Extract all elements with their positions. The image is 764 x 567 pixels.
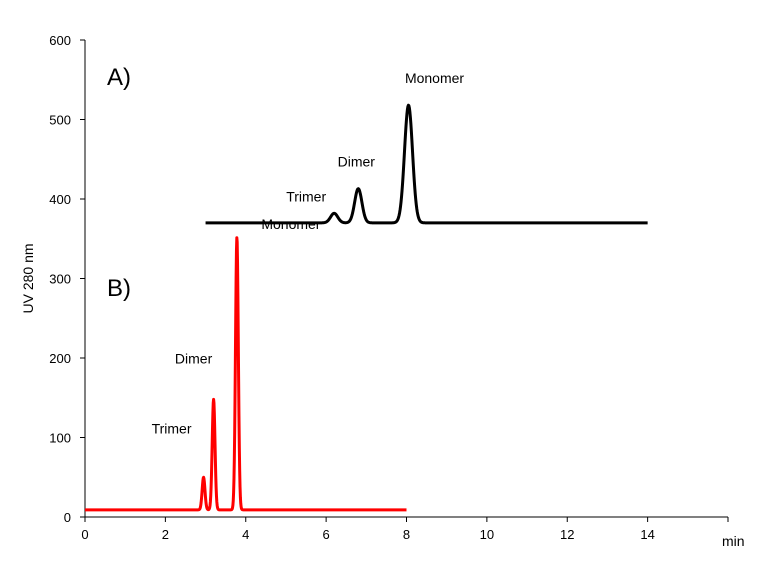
x-tick-label: 8 <box>403 527 410 542</box>
annotations: Trimer Dimer Monomer Trimer Dimer Monomer <box>152 70 465 436</box>
y-tick-label: 500 <box>49 113 71 128</box>
ticks: 0 2 4 6 8 10 12 14 0 100 200 300 400 500 600 <box>49 33 729 542</box>
panel-label-a: A) <box>107 64 131 91</box>
x-axis-title: min <box>722 533 745 549</box>
y-tick-label: 400 <box>49 192 71 207</box>
peak-label: Dimer <box>175 350 213 366</box>
peak-label: Dimer <box>338 154 376 170</box>
peak-label: Monomer <box>261 216 320 232</box>
x-tick-label: 4 <box>242 527 249 542</box>
series-layer <box>83 103 649 512</box>
series-trace-0 <box>204 103 649 225</box>
y-tick-label: 600 <box>49 33 71 48</box>
x-tick-label: 6 <box>323 527 330 542</box>
x-tick-label: 10 <box>480 527 494 542</box>
peak-label: Monomer <box>405 70 464 86</box>
series-trace-1 <box>83 236 408 512</box>
y-tick-label: 200 <box>49 351 71 366</box>
panel-label-b: B) <box>107 275 131 302</box>
y-tick-label: 100 <box>49 431 71 446</box>
y-axis-title: UV 280 nm <box>20 243 36 313</box>
peak-label: Trimer <box>152 420 192 436</box>
x-tick-label: 12 <box>560 527 574 542</box>
x-tick-label: 14 <box>640 527 654 542</box>
peak-label: Trimer <box>286 188 326 204</box>
x-tick-label: 2 <box>162 527 169 542</box>
x-tick-label: 0 <box>81 527 88 542</box>
y-tick-label: 300 <box>49 272 71 287</box>
y-tick-label: 0 <box>64 510 71 525</box>
